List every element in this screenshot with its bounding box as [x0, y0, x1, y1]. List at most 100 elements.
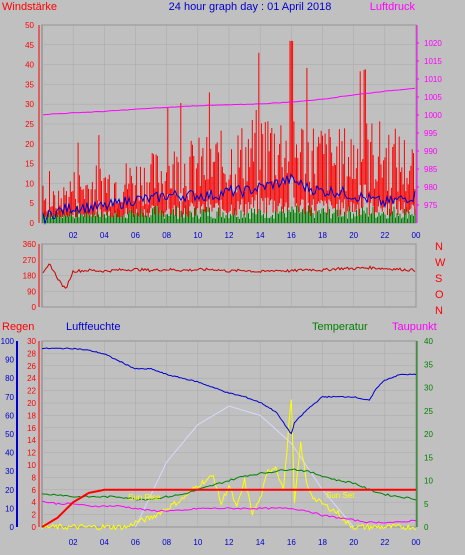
temperature-line — [41, 468, 417, 501]
humidity-y-tick: 20 — [5, 486, 14, 495]
wind-x-tick: 04 — [100, 231, 109, 240]
winddir-letter-w: W — [435, 257, 446, 269]
rain-y-tick: 16 — [27, 424, 36, 433]
wind-y-tick: 45 — [25, 41, 34, 50]
dewpoint-line — [41, 500, 417, 524]
winddir-letter-s: S — [435, 273, 442, 285]
temperature-y-tick: 5 — [424, 500, 429, 509]
axis-labels: 0510152025303540455097598098599099510001… — [1, 21, 443, 547]
weather-x-tick: 02 — [69, 538, 78, 547]
wind-x-tick: 06 — [131, 231, 140, 240]
wind-x-tick: 12 — [225, 231, 234, 240]
weather-x-tick: 08 — [162, 538, 171, 547]
data-marks — [41, 40, 417, 531]
temperature-y-tick: 30 — [424, 384, 433, 393]
weather-x-tick: 22 — [380, 538, 389, 547]
humidity-line — [41, 347, 417, 435]
wind-y-tick: 30 — [25, 100, 34, 109]
weather-x-tick: 16 — [287, 538, 296, 547]
wind-y-tick: 20 — [25, 140, 34, 149]
humidity-y-tick: 30 — [5, 467, 14, 476]
rain-y-tick: 2 — [32, 511, 37, 520]
rain-y-tick: 14 — [27, 436, 36, 445]
wind-x-tick: 20 — [349, 231, 358, 240]
humidity-y-tick: 80 — [5, 374, 14, 383]
rain-y-tick: 18 — [27, 411, 36, 420]
wind-y-tick: 25 — [25, 120, 34, 129]
rain-y-tick: 12 — [27, 449, 36, 458]
weather-x-tick: 20 — [349, 538, 358, 547]
wind-x-tick: 14 — [256, 231, 265, 240]
wind-x-tick: 22 — [380, 231, 389, 240]
pressure-y-tick: 985 — [424, 165, 438, 174]
rain-y-tick: 28 — [27, 349, 36, 358]
wind-y-tick: 35 — [25, 80, 34, 89]
humidity-y-tick: 90 — [5, 356, 14, 365]
sunrise-label: Sun Rise — [128, 493, 161, 502]
temperature-y-tick: 0 — [424, 523, 429, 532]
winddir-letter-n2: N — [435, 305, 443, 317]
pressure-y-tick: 1020 — [424, 39, 442, 48]
weather-x-tick: 06 — [131, 538, 140, 547]
pressure-y-tick: 1005 — [424, 93, 442, 102]
winddir-letters: N W S O N — [435, 241, 446, 317]
avg-wind-line — [42, 173, 416, 225]
rain-y-tick: 26 — [27, 362, 36, 371]
humidity-y-tick: 60 — [5, 411, 14, 420]
wind-x-tick: 02 — [69, 231, 78, 240]
temperature-y-tick: 35 — [424, 360, 433, 369]
wind-x-tick: 00 — [412, 231, 421, 240]
pressure-y-tick: 1000 — [424, 111, 442, 120]
pressure-y-tick: 975 — [424, 201, 438, 210]
pressure-y-tick: 1015 — [424, 57, 442, 66]
rain-y-tick: 10 — [27, 461, 36, 470]
wind-x-tick: 08 — [162, 231, 171, 240]
temperature-y-tick: 40 — [424, 337, 433, 346]
rain-y-tick: 0 — [32, 523, 37, 532]
temperature-y-tick: 10 — [424, 477, 433, 486]
wind-y-tick: 40 — [25, 61, 34, 70]
pressure-y-tick: 1010 — [424, 75, 442, 84]
pressure-title: Luftdruck — [370, 1, 416, 13]
direction-y-tick: 180 — [23, 272, 37, 281]
direction-y-tick: 360 — [23, 240, 37, 249]
weather-x-tick: 12 — [225, 538, 234, 547]
temperature-y-tick: 20 — [424, 430, 433, 439]
direction-y-tick: 270 — [23, 256, 37, 265]
temperature-y-tick: 15 — [424, 453, 433, 462]
pressure-y-tick: 980 — [424, 183, 438, 192]
wind-direction-line — [42, 263, 416, 289]
humidity-y-tick: 50 — [5, 430, 14, 439]
sunset-label: Sun Set — [326, 491, 355, 500]
chart-title: 24 hour graph day : 01 April 2018 — [169, 1, 332, 13]
rain-y-tick: 6 — [32, 486, 37, 495]
temperature-title: Temperatur — [312, 321, 368, 333]
wind-x-tick: 16 — [287, 231, 296, 240]
winddir-letter-o: O — [435, 289, 444, 301]
pressure-y-tick: 990 — [424, 147, 438, 156]
wind-y-tick: 0 — [30, 219, 35, 228]
wind-y-tick: 5 — [30, 199, 35, 208]
weather-x-tick: 14 — [256, 538, 265, 547]
weather-x-tick: 00 — [412, 538, 421, 547]
direction-y-tick: 0 — [32, 303, 37, 312]
dewpoint-title: Taupunkt — [392, 321, 437, 333]
weather-x-tick: 04 — [100, 538, 109, 547]
pressure-line — [42, 87, 416, 116]
rain-y-tick: 30 — [27, 337, 36, 346]
weather-x-tick: 18 — [318, 538, 327, 547]
rain-title: Regen — [2, 321, 34, 333]
wind-y-tick: 10 — [25, 179, 34, 188]
wind-x-tick: 18 — [318, 231, 327, 240]
wind-y-tick: 15 — [25, 160, 34, 169]
rain-y-tick: 8 — [32, 473, 37, 482]
rain-y-tick: 24 — [27, 374, 36, 383]
wind-x-tick: 10 — [193, 231, 202, 240]
humidity-y-tick: 0 — [10, 523, 15, 532]
rain-line — [41, 488, 416, 528]
direction-y-tick: 90 — [27, 287, 36, 296]
humidity-y-tick: 100 — [1, 337, 15, 346]
humidity-title: Luftfeuchte — [66, 321, 120, 333]
humidity-y-tick: 40 — [5, 449, 14, 458]
